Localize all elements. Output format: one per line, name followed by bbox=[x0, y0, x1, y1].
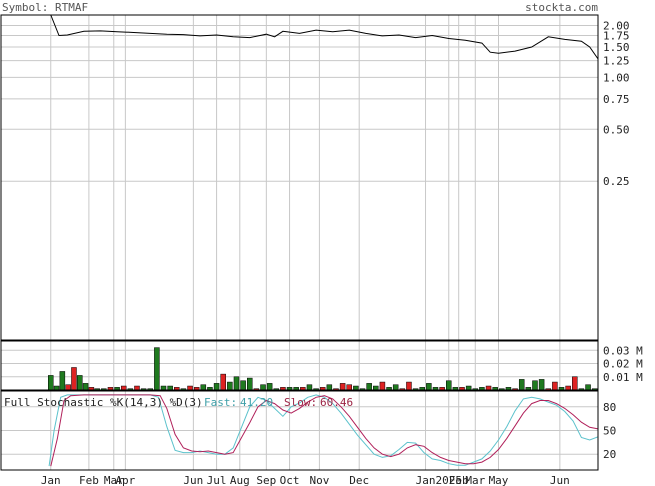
x-tick-label: Feb bbox=[449, 474, 469, 486]
volume-bar bbox=[346, 384, 352, 391]
volume-bar bbox=[213, 383, 220, 391]
stochastic-slow-value: 60.46 bbox=[320, 396, 353, 409]
volume-bars bbox=[48, 347, 598, 391]
x-tick-label: Feb bbox=[79, 474, 99, 486]
stochastic-y-tick-label: 20 bbox=[603, 448, 616, 461]
volume-bar bbox=[585, 384, 591, 391]
volume-bar bbox=[233, 376, 240, 391]
x-tick-label: Nov bbox=[309, 474, 329, 486]
x-tick-label: Aug bbox=[230, 474, 250, 486]
volume-bar bbox=[227, 381, 233, 391]
price-grid bbox=[1, 15, 598, 340]
volume-bar bbox=[82, 383, 89, 391]
volume-bar bbox=[373, 385, 379, 391]
price-y-tick-label: 1.25 bbox=[603, 55, 630, 68]
volume-bar bbox=[406, 381, 412, 391]
volume-bar bbox=[426, 383, 432, 391]
volume-bar bbox=[266, 383, 273, 391]
volume-bar bbox=[565, 385, 571, 391]
price-line bbox=[50, 14, 599, 60]
x-tick-label: Jan bbox=[41, 474, 61, 486]
x-tick-label: Jun bbox=[550, 474, 570, 486]
volume-bar bbox=[134, 385, 140, 391]
volume-bar bbox=[392, 384, 399, 391]
x-tick-label: Apr bbox=[115, 474, 135, 486]
stochastic-fast-label: Fast: bbox=[204, 396, 237, 409]
site-label: stockta.com bbox=[525, 1, 598, 14]
price-y-tick-label: 0.25 bbox=[603, 175, 630, 188]
volume-bar bbox=[366, 383, 372, 391]
volume-panel: 0.03 M0.02 M0.01 M bbox=[0, 340, 643, 391]
volume-y-axis: 0.03 M0.02 M0.01 M bbox=[603, 344, 643, 383]
volume-bar bbox=[167, 385, 173, 391]
stochastic-y-axis: 80 50 20 bbox=[603, 401, 616, 461]
volume-bar bbox=[552, 381, 558, 391]
volume-grid bbox=[1, 341, 598, 390]
stochastic-y-tick-label: 80 bbox=[603, 401, 616, 414]
volume-bar bbox=[326, 384, 333, 391]
volume-bar bbox=[306, 384, 313, 391]
volume-bar bbox=[485, 385, 492, 391]
volume-bar bbox=[71, 367, 77, 391]
price-frame bbox=[0, 14, 599, 341]
volume-bar bbox=[379, 381, 386, 391]
volume-bar bbox=[77, 375, 83, 391]
volume-bar bbox=[160, 385, 167, 391]
volume-bar bbox=[518, 379, 525, 391]
stochastic-fast-line bbox=[48, 394, 599, 467]
stochastic-frame bbox=[0, 390, 599, 471]
volume-y-tick-label: 0.02 M bbox=[603, 358, 643, 371]
price-panel: 2.001.751.501.25 1.00 0.75 0.50 0.25 bbox=[0, 14, 630, 341]
x-tick-label: Dec bbox=[349, 474, 369, 486]
volume-bar bbox=[532, 380, 538, 391]
volume-bar bbox=[247, 377, 253, 391]
price-y-tick-label: 1.50 bbox=[603, 41, 630, 54]
stochastic-slow-label: Slow: bbox=[284, 396, 317, 409]
x-tick-label: Jun bbox=[183, 474, 203, 486]
volume-bar bbox=[538, 379, 545, 391]
x-tick-label: Sep bbox=[256, 474, 276, 486]
stochastic-panel: 80 50 20 Full Stochastic %K(14,3) %D(3) Fa… bbox=[0, 390, 616, 471]
stochastic-fast-value: 41.20 bbox=[240, 396, 273, 409]
volume-bar bbox=[48, 375, 54, 391]
volume-bar bbox=[187, 385, 193, 391]
volume-bar bbox=[446, 380, 452, 391]
volume-y-tick-label: 0.01 M bbox=[603, 371, 643, 384]
volume-frame bbox=[0, 340, 599, 391]
stochastic-y-tick-label: 50 bbox=[603, 425, 616, 438]
symbol-label: Symbol: RTMAF bbox=[2, 1, 88, 14]
price-y-tick-label: 1.00 bbox=[603, 71, 630, 84]
volume-bar bbox=[353, 385, 359, 391]
volume-bar bbox=[339, 383, 346, 391]
x-tick-label: May bbox=[489, 474, 509, 486]
volume-bar bbox=[260, 384, 266, 391]
volume-bar bbox=[220, 373, 226, 391]
price-y-axis: 2.001.751.501.25 1.00 0.75 0.50 0.25 bbox=[603, 19, 630, 188]
price-y-tick-label: 0.50 bbox=[603, 123, 630, 136]
price-y-tick-label: 0.75 bbox=[603, 93, 630, 106]
x-tick-label: Jul bbox=[207, 474, 227, 486]
x-tick-label: 2025 bbox=[436, 474, 463, 486]
stochastic-title: Full Stochastic %K(14,3) %D(3) bbox=[4, 396, 203, 409]
volume-bar bbox=[572, 376, 578, 391]
volume-bar bbox=[65, 384, 71, 391]
volume-bar bbox=[240, 380, 246, 391]
volume-bar bbox=[59, 371, 66, 391]
volume-bar bbox=[154, 347, 160, 391]
volume-bar bbox=[200, 384, 207, 391]
x-tick-label: Mar bbox=[104, 474, 124, 486]
volume-y-tick-label: 0.03 M bbox=[603, 344, 643, 357]
volume-bar bbox=[53, 385, 60, 391]
price-y-tick-label: 2.00 bbox=[603, 19, 630, 32]
stochastic-slow-line bbox=[50, 394, 599, 467]
x-tick-label: Mar bbox=[465, 474, 485, 486]
price-y-tick-label: 1.75 bbox=[603, 29, 630, 42]
x-tick-label: Oct bbox=[280, 474, 300, 486]
x-tick-label: Jan bbox=[416, 474, 436, 486]
volume-bar bbox=[465, 385, 472, 391]
volume-bar bbox=[120, 385, 127, 391]
